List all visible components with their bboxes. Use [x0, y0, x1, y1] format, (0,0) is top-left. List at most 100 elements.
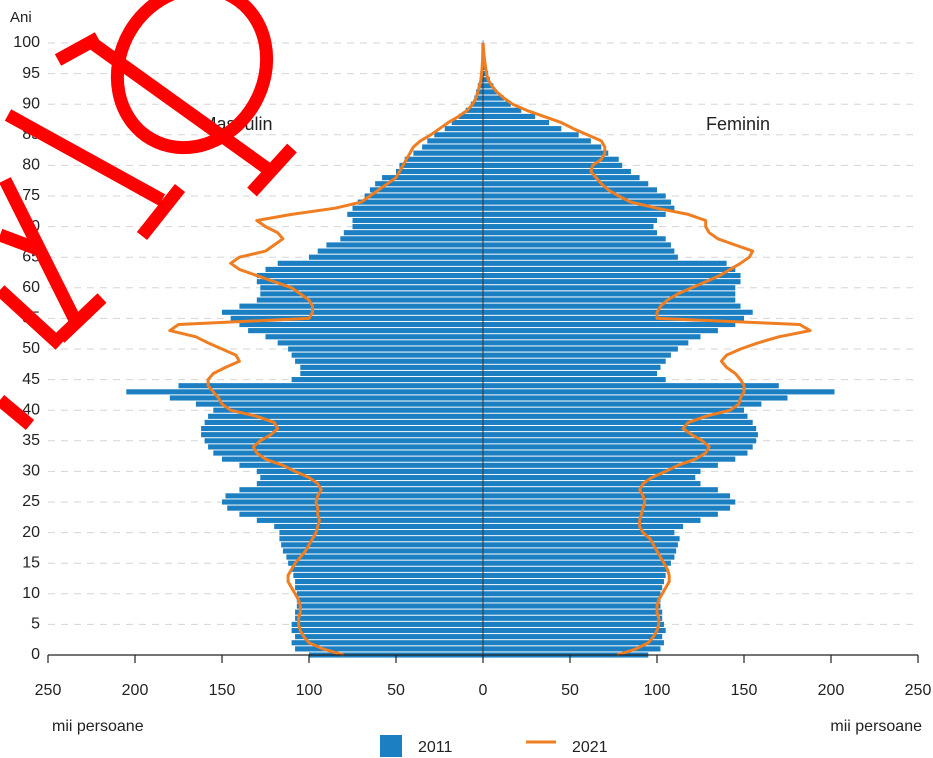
bar	[222, 499, 483, 505]
scribble	[0, 228, 65, 430]
bar	[483, 340, 689, 346]
marks	[126, 40, 835, 658]
y-tick-label: 75	[22, 187, 40, 204]
bar	[483, 530, 675, 536]
bar	[483, 646, 661, 652]
bar	[227, 505, 483, 511]
bar	[413, 150, 483, 156]
bar	[396, 168, 483, 175]
legend-swatch	[380, 735, 402, 757]
scribble	[84, 34, 297, 197]
bar	[483, 432, 758, 438]
y-tick-label: 20	[22, 524, 40, 541]
bar	[399, 162, 483, 168]
bar	[265, 266, 483, 273]
scribbles	[0, 0, 297, 430]
bar	[483, 328, 718, 334]
bar	[295, 615, 483, 621]
bar	[451, 119, 483, 126]
bar	[470, 101, 483, 107]
bar	[288, 346, 483, 352]
bar	[326, 242, 483, 248]
bar	[282, 548, 483, 554]
bar	[277, 340, 483, 346]
labels: 0510152025303540455055606570758085909510…	[13, 34, 931, 757]
bar	[260, 285, 483, 291]
bar	[295, 578, 483, 585]
y-tick-label: 100	[13, 34, 40, 51]
bar	[483, 303, 741, 309]
bar	[208, 413, 483, 419]
bar	[483, 634, 663, 640]
bar	[483, 370, 657, 377]
bar	[295, 609, 483, 615]
bar	[483, 107, 522, 113]
bar	[483, 334, 701, 340]
bar	[225, 493, 484, 499]
bar	[364, 193, 483, 199]
bar	[256, 297, 483, 303]
bar	[201, 432, 483, 438]
y-tick-label: 45	[22, 371, 40, 388]
bar	[483, 242, 671, 248]
bar	[295, 634, 483, 640]
bar	[178, 383, 483, 389]
bar	[483, 138, 591, 144]
bar	[204, 419, 483, 426]
bar	[474, 95, 483, 101]
bar	[483, 181, 649, 187]
bar	[293, 572, 483, 579]
bar	[286, 554, 483, 560]
bar	[483, 444, 753, 450]
bar	[483, 560, 671, 566]
bar	[483, 401, 762, 407]
bar	[483, 199, 671, 205]
x-tick-label: 50	[387, 682, 405, 699]
bar	[444, 126, 483, 132]
bar	[483, 285, 736, 291]
bar	[422, 144, 483, 150]
bar	[483, 615, 663, 621]
y-tick-label: 80	[22, 157, 40, 174]
bar	[256, 279, 483, 285]
bar	[288, 560, 483, 566]
bar	[483, 603, 661, 609]
bar	[483, 468, 701, 474]
y-tick-label: 15	[22, 554, 40, 571]
y-tick-label: 10	[22, 585, 40, 602]
bar	[483, 505, 731, 511]
bar	[483, 609, 663, 615]
bar	[483, 187, 657, 193]
bar	[483, 383, 779, 389]
bar	[291, 627, 483, 634]
bar	[369, 187, 483, 193]
bar	[201, 425, 483, 432]
y-tick-label: 60	[22, 279, 40, 296]
bar	[483, 640, 664, 646]
y-tick-label: 35	[22, 432, 40, 449]
x-tick-label: 250	[35, 682, 62, 699]
bar	[382, 175, 483, 181]
bar	[317, 248, 483, 254]
y-tick-label: 50	[22, 340, 40, 357]
bar	[483, 591, 661, 597]
bar	[279, 536, 483, 542]
bar	[483, 205, 675, 211]
bar	[483, 554, 675, 560]
bar	[213, 450, 484, 456]
bar	[483, 578, 664, 585]
bar	[483, 621, 664, 627]
bar	[483, 536, 680, 542]
bar	[483, 566, 668, 572]
bar	[483, 279, 741, 285]
y-tick-label: 25	[22, 493, 40, 510]
bar	[483, 83, 494, 89]
y-tick-label: 90	[22, 95, 40, 112]
bar	[483, 389, 835, 395]
bar	[256, 468, 483, 474]
bar	[458, 113, 483, 120]
bar	[296, 591, 483, 597]
bar	[483, 377, 666, 383]
bar	[483, 309, 753, 315]
scribble	[110, 0, 274, 155]
